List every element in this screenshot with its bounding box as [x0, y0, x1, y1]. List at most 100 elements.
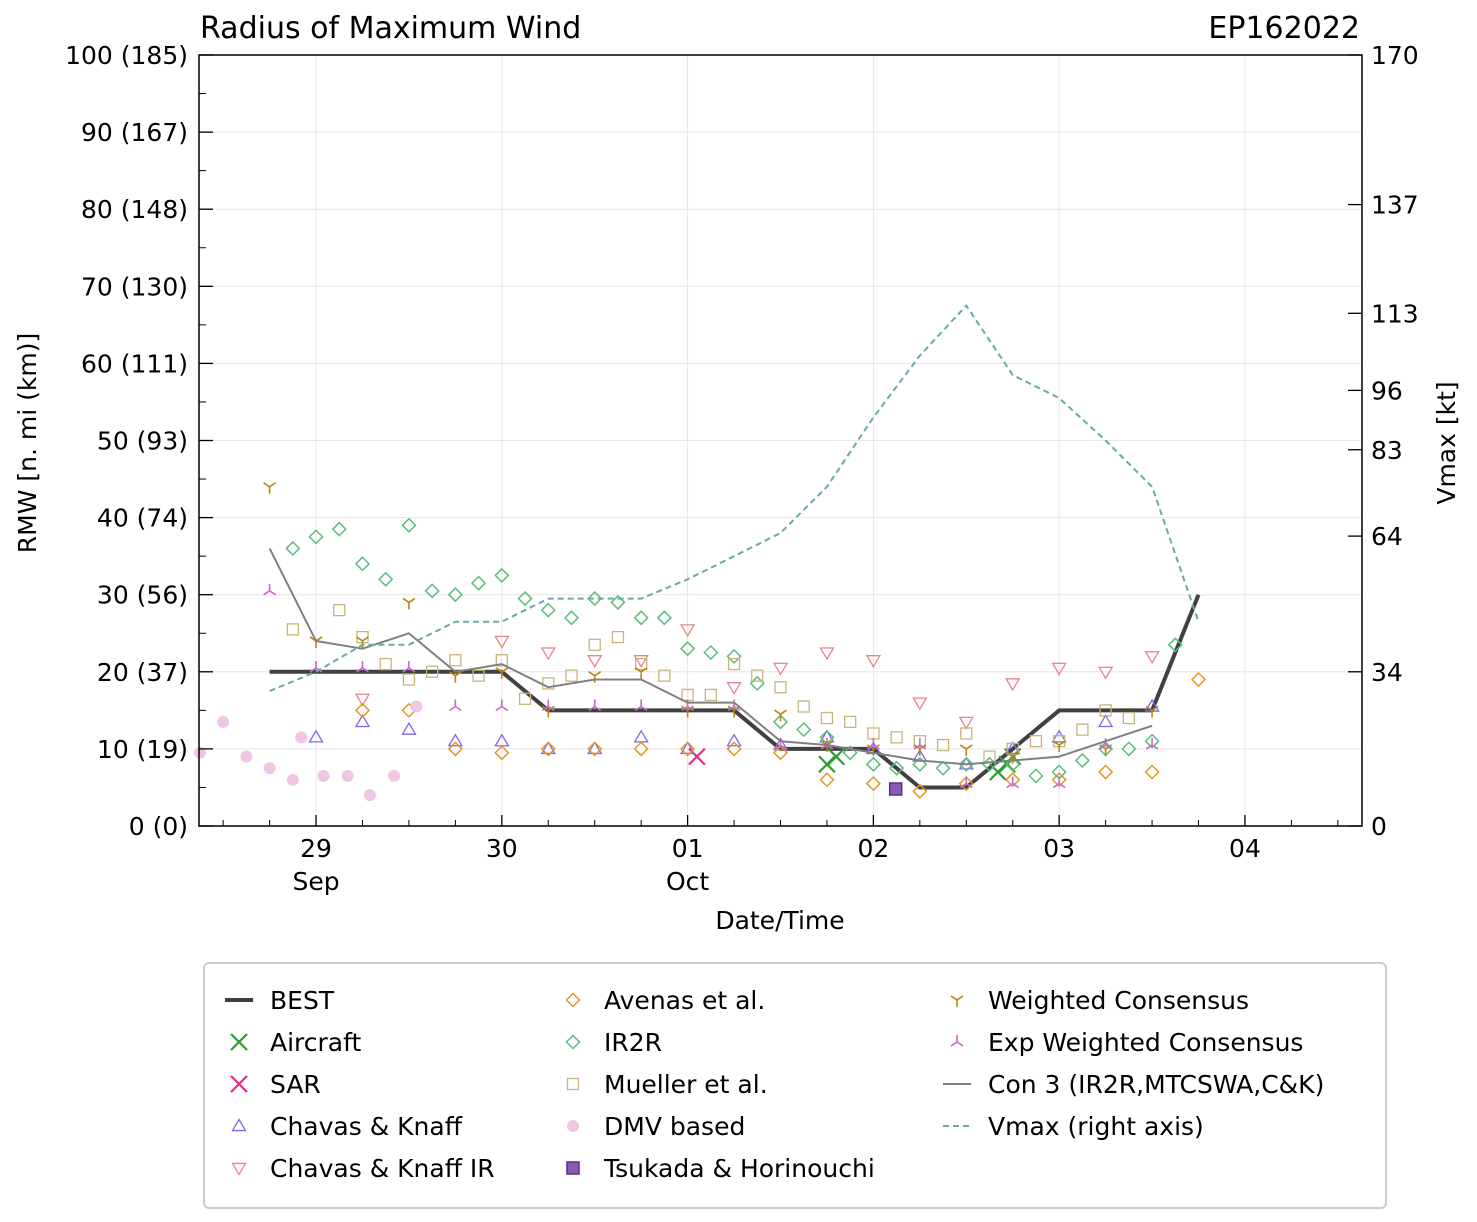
y-axis-label: RMW [n. mi (km)] — [13, 333, 42, 553]
data-point — [587, 590, 603, 607]
x-tick-label: 29 — [300, 834, 332, 863]
legend-item: DMV based — [567, 1112, 745, 1141]
y-tick-label: 0 (0) — [129, 812, 188, 841]
axes: 29 Sep 30 01 Oct 02 03 04 0 (0) 10 (19) 20 (37) 30 … — [65, 41, 1419, 896]
data-point — [1144, 651, 1160, 665]
data-point — [1051, 662, 1067, 676]
data-point — [494, 635, 510, 649]
data-point — [540, 741, 556, 757]
y2-tick-label: 137 — [1371, 191, 1419, 220]
data-point — [540, 647, 556, 661]
legend-label: SAR — [270, 1070, 321, 1099]
data-point — [633, 610, 649, 626]
y2-tick-label: 64 — [1371, 522, 1403, 551]
legend-label: Con 3 (IR2R,MTCSWA,C&K) — [988, 1070, 1324, 1099]
data-point — [402, 597, 416, 610]
y-tick-label: 60 (111) — [81, 349, 188, 378]
data-point — [286, 773, 299, 786]
series-tsukada-horinouchi — [888, 782, 903, 796]
legend-item: Avenas et al. — [565, 986, 765, 1015]
data-point — [913, 735, 926, 748]
data-point — [912, 756, 928, 772]
legend-handle — [950, 1035, 964, 1047]
y-tick-label: 10 (19) — [97, 735, 188, 764]
series-line — [269, 304, 1200, 693]
y-tick-label: 80 (148) — [81, 195, 188, 224]
legend-item: IR2R — [565, 1028, 662, 1057]
data-point — [495, 667, 509, 679]
y2-tick-label: 113 — [1371, 299, 1419, 328]
x-tick-sublabel: Oct — [666, 867, 709, 896]
data-point — [658, 669, 671, 682]
data-point — [889, 760, 905, 776]
data-point — [633, 741, 649, 757]
data-point — [1074, 752, 1090, 769]
y2-tick-label: 170 — [1371, 41, 1419, 70]
data-point — [1052, 740, 1066, 753]
legend-label: Chavas & Knaff IR — [270, 1154, 495, 1183]
data-point — [796, 722, 812, 738]
data-point — [379, 657, 392, 671]
data-point — [333, 603, 346, 617]
data-point — [610, 594, 626, 610]
legend-item: Chavas & Knaff — [231, 1112, 463, 1141]
data-point — [1005, 678, 1021, 692]
legend-label: DMV based — [604, 1112, 745, 1141]
data-point — [1006, 776, 1020, 789]
legend-label: Aircraft — [270, 1028, 361, 1057]
data-point — [447, 587, 463, 603]
y-tick-label: 70 (130) — [81, 272, 188, 301]
data-point — [819, 647, 835, 661]
data-point — [263, 583, 277, 596]
data-point — [426, 665, 439, 678]
data-point — [388, 769, 401, 782]
data-point — [240, 750, 253, 763]
legend-label: Chavas & Knaff — [270, 1112, 463, 1141]
data-point — [402, 660, 416, 673]
data-point — [1145, 705, 1159, 718]
data-point — [402, 673, 416, 686]
y-tick-label: 40 (74) — [97, 504, 188, 533]
data-point — [844, 715, 857, 729]
series-line — [268, 547, 1153, 766]
y2-tick-label: 96 — [1371, 376, 1403, 405]
data-point — [827, 747, 846, 766]
data-point — [1076, 723, 1089, 736]
data-point — [495, 654, 508, 667]
data-point — [1052, 776, 1066, 789]
data-point — [912, 783, 928, 799]
data-point — [774, 709, 787, 722]
data-point — [448, 699, 462, 712]
data-point — [1005, 741, 1021, 755]
data-point — [935, 760, 951, 776]
data-point — [680, 641, 696, 657]
data-point — [912, 697, 928, 711]
data-point — [1167, 637, 1183, 653]
data-point — [1122, 711, 1135, 725]
data-point — [587, 655, 603, 669]
data-point — [774, 681, 787, 694]
data-point — [865, 756, 881, 772]
data-point — [263, 762, 276, 775]
data-point — [726, 648, 742, 664]
legend-label: BEST — [270, 986, 335, 1015]
legend-handle — [230, 1075, 248, 1093]
data-point — [494, 745, 510, 761]
legend-item: Chavas & Knaff IR — [231, 1154, 495, 1183]
x-tick-label: 04 — [1229, 834, 1261, 863]
data-point — [611, 630, 625, 644]
y-tick-label: 50 (93) — [97, 427, 188, 456]
legend-item: BEST — [225, 986, 335, 1015]
data-point — [1028, 768, 1044, 784]
legend-label: Avenas et al. — [604, 986, 765, 1015]
data-point — [1099, 704, 1112, 717]
data-point — [354, 693, 371, 707]
data-point — [634, 667, 648, 679]
storm-id: EP162022 — [1208, 11, 1360, 46]
y-tick-label: 90 (167) — [81, 118, 188, 147]
data-point — [331, 521, 347, 537]
data-point — [772, 662, 789, 676]
plot-series — [193, 304, 1207, 802]
data-point — [518, 692, 532, 705]
